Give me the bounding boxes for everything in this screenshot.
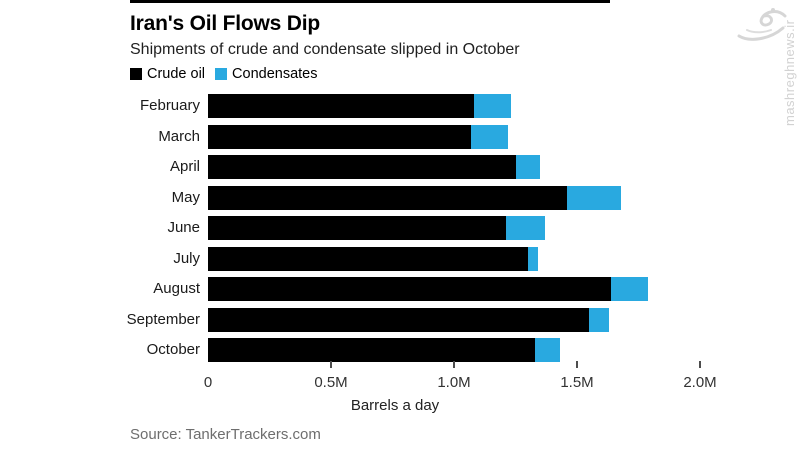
stacked-bar xyxy=(208,216,546,240)
chart-subtitle: Shipments of crude and condensate slippe… xyxy=(130,41,520,58)
crude-oil-swatch-icon xyxy=(130,68,142,80)
x-axis-tick xyxy=(699,361,701,368)
crude-oil-bar-segment xyxy=(208,155,516,179)
condensates-bar-segment xyxy=(505,216,546,240)
x-axis-tick xyxy=(330,361,332,368)
x-axis-tick-label: 0 xyxy=(203,374,213,391)
stacked-bar xyxy=(208,247,538,271)
bar-row-april: April xyxy=(0,155,800,179)
crude-oil-bar-segment xyxy=(208,186,568,210)
top-accent-rule xyxy=(130,0,610,3)
condensates-bar-segment xyxy=(527,247,538,271)
stacked-bar xyxy=(208,125,509,149)
x-axis-tick-label: 1.5M xyxy=(560,374,594,391)
crude-oil-bar-segment xyxy=(208,247,528,271)
category-label: April xyxy=(169,158,200,175)
x-axis-tick-label: 2.0M xyxy=(683,374,717,391)
category-label: September xyxy=(126,311,200,328)
stacked-bar xyxy=(208,308,609,332)
legend-label: Crude oil xyxy=(147,66,206,82)
bar-row-march: March xyxy=(0,125,800,149)
watermark-site-text: mashreghnews.ir xyxy=(782,19,797,127)
stacked-bar xyxy=(208,338,560,362)
crude-oil-bar-segment xyxy=(208,94,474,118)
category-label: June xyxy=(167,219,200,236)
condensates-bar-segment xyxy=(515,155,541,179)
condensates-bar-segment xyxy=(611,277,649,301)
category-label: February xyxy=(139,97,200,114)
category-label: March xyxy=(158,128,200,145)
crude-oil-bar-segment xyxy=(208,338,536,362)
legend-item-crude-oil: Crude oil xyxy=(130,66,205,82)
legend: Crude oil Condensates xyxy=(130,66,317,82)
stacked-bar xyxy=(208,155,541,179)
crude-oil-bar-segment xyxy=(208,277,612,301)
bar-row-august: August xyxy=(0,277,800,301)
legend-label: Condensates xyxy=(232,66,318,82)
bar-row-september: September xyxy=(0,308,800,332)
mashregh-news-logo-icon xyxy=(733,6,791,55)
condensates-bar-segment xyxy=(471,125,509,149)
condensates-bar-segment xyxy=(567,186,622,210)
condensates-bar-segment xyxy=(589,308,609,332)
condensates-bar-segment xyxy=(473,94,511,118)
bar-row-may: May xyxy=(0,186,800,210)
category-label: July xyxy=(173,250,200,267)
bar-row-june: June xyxy=(0,216,800,240)
bar-row-july: July xyxy=(0,247,800,271)
bar-row-february: February xyxy=(0,94,800,118)
crude-oil-bar-segment xyxy=(208,125,472,149)
x-axis-tick-label: 1.0M xyxy=(437,374,471,391)
crude-oil-bar-segment xyxy=(208,216,506,240)
stacked-bar xyxy=(208,94,511,118)
category-label: August xyxy=(153,280,200,297)
category-label: May xyxy=(171,189,200,206)
bar-row-october: October xyxy=(0,338,800,362)
category-label: October xyxy=(146,341,200,358)
crude-oil-bar-segment xyxy=(208,308,590,332)
legend-item-condensates: Condensates xyxy=(215,66,317,82)
condensates-bar-segment xyxy=(535,338,560,362)
stacked-bar xyxy=(208,186,622,210)
chart-title: Iran's Oil Flows Dip xyxy=(130,12,321,35)
x-axis-tick-label: 0.5M xyxy=(314,374,348,391)
stacked-bar xyxy=(208,277,649,301)
condensates-swatch-icon xyxy=(215,68,228,80)
source-attribution: Source: TankerTrackers.com xyxy=(130,426,321,443)
x-axis-title: Barrels a day xyxy=(350,397,440,414)
x-axis-tick xyxy=(453,361,455,368)
x-axis-tick xyxy=(576,361,578,368)
